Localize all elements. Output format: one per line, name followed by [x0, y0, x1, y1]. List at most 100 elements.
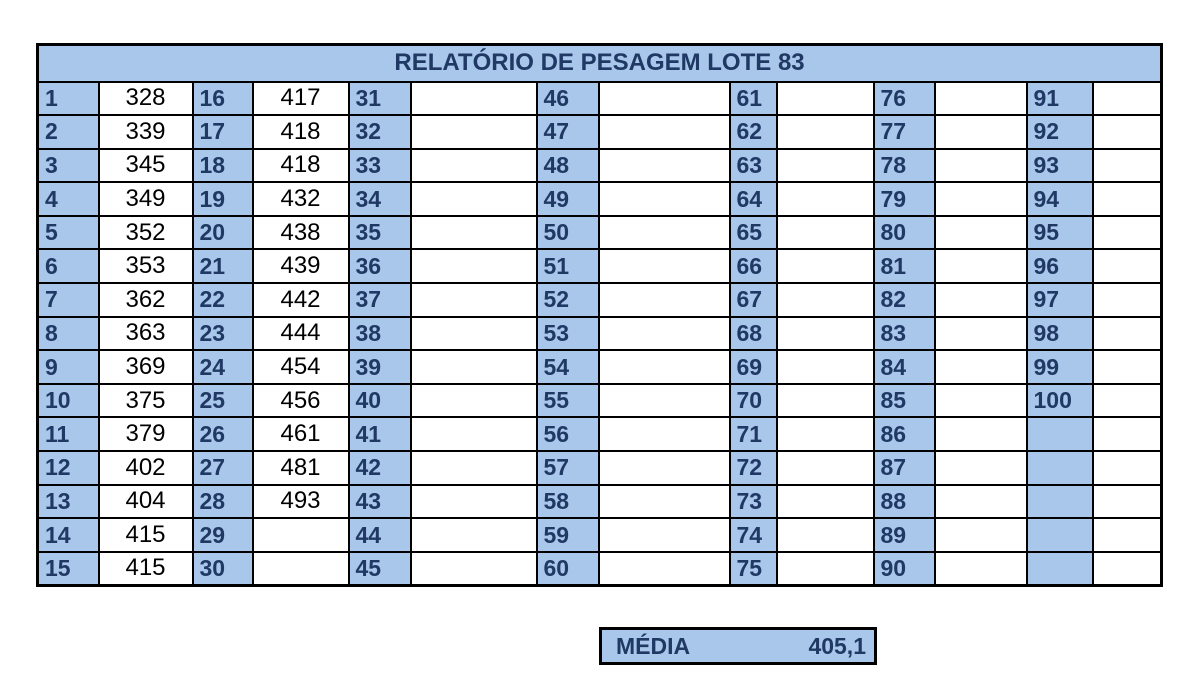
- animal-number-cell: 81: [872, 248, 936, 285]
- weight-cell: [1091, 550, 1163, 587]
- animal-number-cell: 55: [535, 382, 600, 419]
- weight-cell: [409, 550, 538, 587]
- animal-number-cell: 72: [728, 450, 778, 486]
- weight-cell: [409, 416, 538, 453]
- animal-number-cell: 22: [191, 282, 254, 318]
- table-row: 6 353 21 439 36 51 66 81 96: [36, 248, 1163, 285]
- animal-number-cell: 79: [872, 181, 936, 217]
- animal-number-cell: 28: [191, 483, 254, 520]
- weight-cell: 345: [97, 147, 194, 184]
- animal-number-cell: 9: [36, 349, 100, 385]
- weight-cell: [409, 450, 538, 486]
- animal-number-cell: 91: [1025, 80, 1094, 117]
- weight-cell: 379: [97, 416, 194, 453]
- weight-cell: [1091, 214, 1163, 251]
- animal-number-cell: 38: [347, 315, 412, 352]
- animal-number-cell: 4: [36, 181, 100, 217]
- weight-cell: [409, 349, 538, 385]
- animal-number-cell: 59: [535, 517, 600, 553]
- animal-number-cell: 60: [535, 550, 600, 587]
- animal-number-cell: 39: [347, 349, 412, 385]
- weight-cell: [933, 382, 1028, 419]
- animal-number-cell: 99: [1025, 349, 1094, 385]
- animal-number-cell: 3: [36, 147, 100, 184]
- weight-cell: [1091, 248, 1163, 285]
- weight-cell: [1091, 315, 1163, 352]
- animal-number-cell: 76: [872, 80, 936, 117]
- animal-number-cell: 77: [872, 114, 936, 150]
- weight-cell: [1091, 147, 1163, 184]
- weight-cell: [597, 181, 731, 217]
- animal-number-cell: 33: [347, 147, 412, 184]
- weight-cell: [409, 147, 538, 184]
- table-row: 12 402 27 481 42 57 72 87: [36, 450, 1163, 486]
- weight-cell: [933, 147, 1028, 184]
- animal-number-cell: 6: [36, 248, 100, 285]
- animal-number-cell: 35: [347, 214, 412, 251]
- animal-number-cell: 47: [535, 114, 600, 150]
- weight-cell: [933, 416, 1028, 453]
- animal-number-cell: 15: [36, 550, 100, 587]
- weight-cell: [933, 282, 1028, 318]
- weight-cell: [409, 114, 538, 150]
- weight-cell: 363: [97, 315, 194, 352]
- animal-number-cell: 25: [191, 382, 254, 419]
- animal-number-cell: 42: [347, 450, 412, 486]
- average-box: MÉDIA 405,1: [599, 627, 877, 665]
- animal-number-cell: 94: [1025, 181, 1094, 217]
- weight-cell: [933, 181, 1028, 217]
- weight-cell: [1091, 114, 1163, 150]
- weight-cell: [1091, 416, 1163, 453]
- weight-cell: 456: [251, 382, 350, 419]
- animal-number-cell: 20: [191, 214, 254, 251]
- animal-number-cell: 43: [347, 483, 412, 520]
- weight-cell: [409, 282, 538, 318]
- weight-cell: [775, 550, 875, 587]
- weight-cell: [775, 147, 875, 184]
- animal-number-cell: 49: [535, 181, 600, 217]
- weight-cell: [1091, 450, 1163, 486]
- animal-number-cell: 1: [36, 80, 100, 117]
- weight-cell: [933, 517, 1028, 553]
- title-row: RELATÓRIO DE PESAGEM LOTE 83: [36, 43, 1163, 83]
- animal-number-cell: 26: [191, 416, 254, 453]
- animal-number-cell: 86: [872, 416, 936, 453]
- weight-cell: [775, 416, 875, 453]
- animal-number-cell: 24: [191, 349, 254, 385]
- weight-cell: [597, 349, 731, 385]
- weight-cell: [597, 416, 731, 453]
- average-label: MÉDIA: [616, 632, 691, 659]
- animal-number-cell: 29: [191, 517, 254, 553]
- weight-cell: 454: [251, 349, 350, 385]
- table-row: 2 339 17 418 32 47 62 77 92: [36, 114, 1163, 150]
- weight-cell: [597, 483, 731, 520]
- animal-number-cell: [1025, 450, 1094, 486]
- animal-number-cell: 21: [191, 248, 254, 285]
- weight-cell: [775, 282, 875, 318]
- weight-cell: [597, 517, 731, 553]
- weight-cell: [409, 483, 538, 520]
- animal-number-cell: 68: [728, 315, 778, 352]
- animal-number-cell: 57: [535, 450, 600, 486]
- weight-cell: [933, 315, 1028, 352]
- weight-cell: [597, 214, 731, 251]
- animal-number-cell: 48: [535, 147, 600, 184]
- weight-cell: [1091, 382, 1163, 419]
- weight-cell: 402: [97, 450, 194, 486]
- weight-cell: [251, 550, 350, 587]
- animal-number-cell: 44: [347, 517, 412, 553]
- animal-number-cell: 23: [191, 315, 254, 352]
- animal-number-cell: 18: [191, 147, 254, 184]
- weight-cell: [775, 214, 875, 251]
- weight-cell: [1091, 517, 1163, 553]
- animal-number-cell: 54: [535, 349, 600, 385]
- weight-cell: [597, 80, 731, 117]
- weight-cell: 375: [97, 382, 194, 419]
- animal-number-cell: 36: [347, 248, 412, 285]
- animal-number-cell: 85: [872, 382, 936, 419]
- animal-number-cell: 100: [1025, 382, 1094, 419]
- weight-cell: [1091, 483, 1163, 520]
- animal-number-cell: 74: [728, 517, 778, 553]
- weight-cell: [1091, 80, 1163, 117]
- table-row: 9 369 24 454 39 54 69 84 99: [36, 349, 1163, 385]
